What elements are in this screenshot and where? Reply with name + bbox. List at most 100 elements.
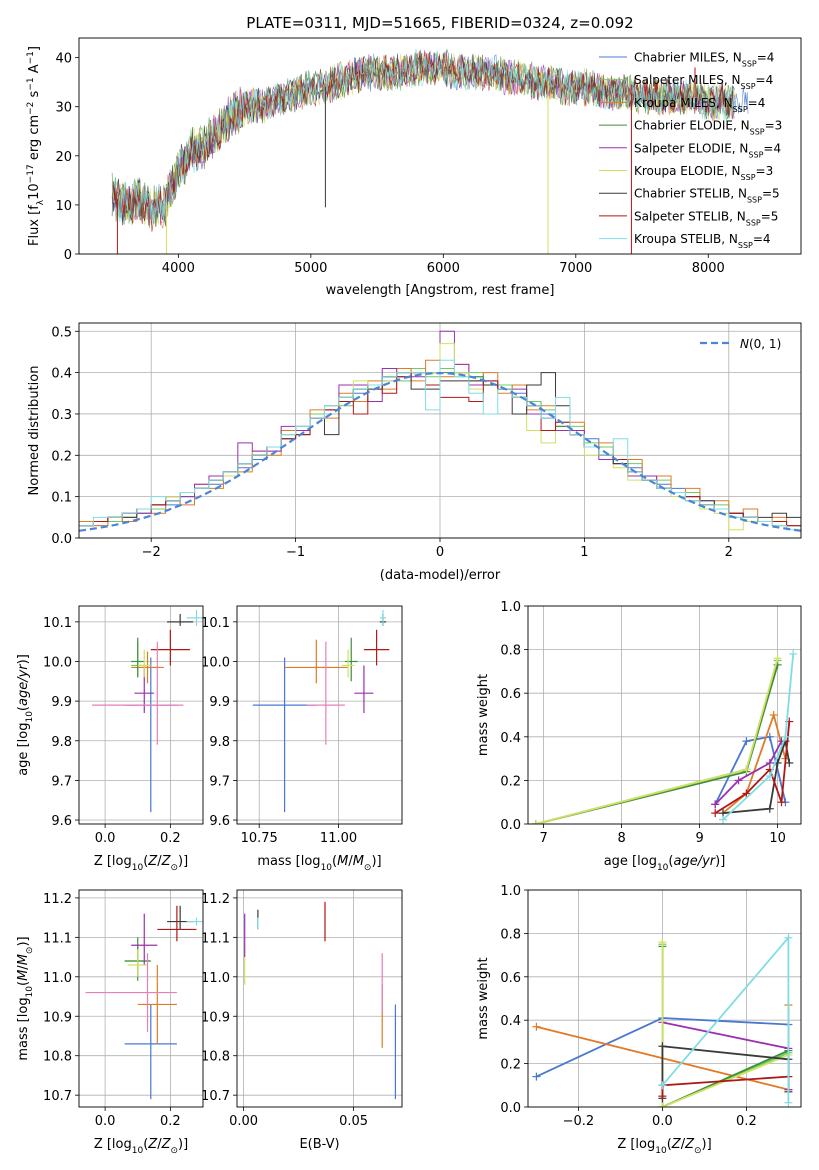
tick-label-y: 30 — [55, 101, 72, 116]
tick-label-y: 10.1 — [201, 616, 230, 631]
axes-frame — [527, 605, 802, 825]
weight-line — [535, 658, 779, 824]
tick-label-y: 9.8 — [209, 735, 230, 750]
gaussian-reference — [79, 371, 801, 532]
tick-label-y: 10.1 — [43, 616, 72, 631]
weight-line — [714, 721, 791, 814]
legend-label: Salpeter ELODIE, NSSP=4 — [634, 141, 781, 159]
tick-label-y: 10.8 — [201, 1050, 230, 1065]
tick-label-y: 11.2 — [201, 892, 230, 907]
tick-label-x: 0.2 — [160, 1114, 181, 1129]
x-axis-label: Z [log10(Z/Z⊙)] — [94, 1137, 188, 1156]
plot-area-age_vs_Z — [92, 609, 203, 813]
tick-label-y: 9.6 — [51, 814, 72, 829]
tick-label-x: 5000 — [294, 261, 327, 276]
axes-frame — [527, 889, 802, 1108]
y-axis-label: age [log10(age/yr)] — [16, 654, 35, 776]
tick-label-x: 7000 — [559, 261, 592, 276]
panel-age_vs_Z: 0.0 0.2 9.6 9.7 9.8 9.9 10.0 10.1 Z [log10(Z/Z⊙)… — [16, 605, 204, 873]
figure-title: PLATE=0311, MJD=51665, FIBERID=0324, z=0… — [246, 14, 633, 32]
legend-label: Chabrier ELODIE, NSSP=3 — [634, 119, 782, 137]
tick-label-x: 0.2 — [736, 1114, 757, 1129]
legend-label: Salpeter MILES, NSSP=4 — [634, 73, 773, 91]
legend-label: Kroupa MILES, NSSP=4 — [634, 96, 765, 114]
tick-label-x: 1 — [580, 545, 588, 560]
weight-line — [661, 1045, 790, 1099]
tick-label-y: 20 — [55, 150, 72, 165]
tick-label-x: 0.0 — [95, 1114, 116, 1129]
plot-area-mass_vs_EBV — [244, 901, 396, 1100]
legend-label: Kroupa ELODIE, NSSP=3 — [634, 164, 773, 182]
legend-label: Chabrier MILES, NSSP=4 — [634, 51, 774, 69]
tick-label-y: 10.9 — [201, 1010, 230, 1025]
x-axis-label: Z [log10(Z/Z⊙)] — [617, 1137, 711, 1156]
tick-label-y: 9.9 — [51, 695, 72, 710]
tick-label-x: −0.2 — [563, 1114, 595, 1129]
tick-label-x: 8 — [617, 831, 625, 846]
weight-line — [535, 660, 779, 824]
y-axis-label: mass weight — [476, 957, 491, 1039]
legend-label: N(0, 1) — [740, 337, 781, 351]
tick-label-y: 9.8 — [51, 735, 72, 750]
tick-label-y: 0.8 — [500, 644, 521, 659]
y-axis-label: mass [log10(M/M⊙)] — [16, 936, 35, 1060]
y-axis-label: Flux [fλ10−17 erg cm−2 s−1 A−1] — [26, 46, 46, 246]
legend: Chabrier MILES, NSSP=4 Salpeter MILES, NS… — [599, 51, 782, 250]
tick-label-y: 0.4 — [51, 367, 72, 382]
axes-frame — [78, 605, 204, 825]
weight-line — [714, 740, 783, 806]
x-axis-label: age [log10(age/yr)] — [604, 854, 726, 873]
axes-frame — [236, 889, 403, 1108]
x-axis-label: (data-model)/error — [380, 568, 501, 583]
tick-label-y: 10.0 — [43, 655, 72, 670]
tick-label-y: 10 — [55, 199, 72, 214]
tick-label-y: 0.2 — [500, 774, 521, 789]
x-axis-label: mass [log10(M/M⊙)] — [257, 854, 381, 873]
tick-label-y: 10.0 — [201, 655, 230, 670]
panel-mass_vs_EBV: 0.00 0.05 10.7 10.8 10.9 11.0 11.1 11.2 E(B-V) — [201, 889, 403, 1152]
tick-label-x: 10 — [769, 831, 786, 846]
tick-label-y: 10.9 — [43, 1010, 72, 1025]
legend-label: Salpeter STELIB, NSSP=5 — [634, 209, 778, 227]
tick-label-y: 9.6 — [209, 814, 230, 829]
tick-label-y: 9.9 — [209, 695, 230, 710]
panel-mass_weight_vs_age: 7 8 9 10 0.0 0.2 0.4 0.6 0.8 1.0 age [log10(age/yr… — [476, 600, 802, 873]
tick-label-x: 6000 — [427, 261, 460, 276]
tick-label-y: 11.1 — [201, 931, 230, 946]
tick-label-y: 1.0 — [500, 884, 521, 899]
histogram-step — [79, 359, 801, 538]
tick-label-x: 0.00 — [229, 1114, 258, 1129]
panel-mass_weight_vs_Z: −0.2 0.0 0.2 0.0 0.2 0.4 0.6 0.8 1.0 Z [log10(Z/Z… — [476, 884, 802, 1156]
tick-label-x: 4000 — [162, 261, 195, 276]
tick-label-y: 0.6 — [500, 687, 521, 702]
tick-label-x: 10.75 — [241, 831, 278, 846]
tick-label-y: 11.0 — [43, 971, 72, 986]
weight-line — [661, 942, 789, 1107]
tick-label-y: 0.4 — [500, 1014, 521, 1029]
tick-label-y: 0.4 — [500, 731, 521, 746]
tick-label-x: 0 — [436, 545, 444, 560]
panel-age_vs_mass: 10.75 11.00 9.6 9.7 9.8 9.9 10.0 10.1 mass [log1… — [201, 605, 403, 873]
axes-frame — [78, 322, 802, 539]
tick-label-x: 8000 — [692, 261, 725, 276]
tick-label-y: 11.0 — [201, 971, 230, 986]
weight-line — [722, 711, 787, 814]
tick-label-y: 0.1 — [51, 491, 72, 506]
tick-label-y: 10.7 — [43, 1089, 72, 1104]
axes-frame — [78, 37, 802, 255]
tick-label-x: 9 — [695, 831, 703, 846]
tick-label-x: 0.2 — [160, 831, 181, 846]
x-axis-label: E(B-V) — [299, 1137, 339, 1152]
plot-area-age_vs_mass — [252, 609, 390, 813]
tick-label-y: 10.8 — [43, 1050, 72, 1065]
tick-label-y: 0.6 — [500, 971, 521, 986]
tick-label-y: 0.0 — [51, 532, 72, 547]
tick-label-x: −2 — [142, 545, 161, 560]
panel-spectrum: 4000 5000 6000 7000 8000 0 10 20 30 40 wavelength … — [26, 37, 802, 298]
plot-area-mass_weight_vs_Z — [532, 933, 793, 1107]
tick-label-x: 0.0 — [652, 1114, 673, 1129]
tick-label-y: 10.7 — [201, 1089, 230, 1104]
tick-label-x: 0.05 — [339, 1114, 368, 1129]
tick-label-x: 2 — [725, 545, 733, 560]
